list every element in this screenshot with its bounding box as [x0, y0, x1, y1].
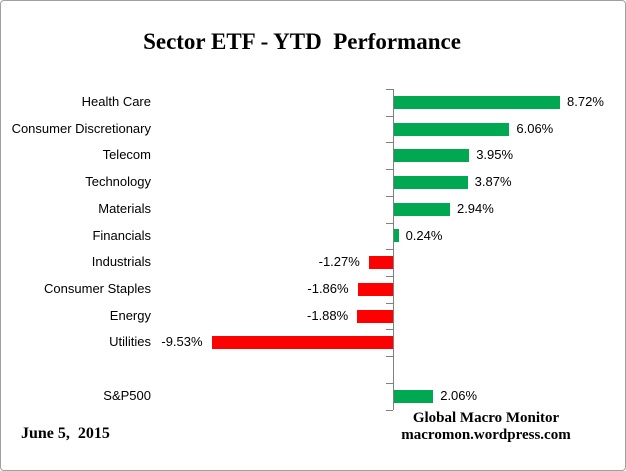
- bar-positive: [394, 95, 561, 109]
- bar-positive: [394, 176, 468, 190]
- category-label: Telecom: [102, 147, 151, 163]
- axis-tick: [386, 142, 393, 144]
- bar-positive: [394, 122, 510, 136]
- bar-negative: [368, 256, 393, 270]
- axis-tick: [386, 89, 393, 90]
- bar-negative: [211, 336, 393, 350]
- category-label: Industrials: [91, 254, 151, 270]
- bar-positive: [394, 202, 450, 216]
- value-label: 3.87%: [474, 174, 512, 190]
- value-label: -1.86%: [307, 281, 349, 297]
- category-label: Financials: [92, 227, 151, 243]
- axis-tick: [386, 329, 393, 331]
- source-name: Global Macro Monitor: [412, 410, 560, 426]
- value-label: 3.95%: [476, 147, 514, 163]
- source-attribution: Global Macro Monitor macromon.wordpress.…: [361, 410, 611, 444]
- axis-tick: [386, 382, 393, 384]
- value-label: 2.94%: [456, 200, 494, 216]
- value-label: -9.53%: [161, 334, 203, 350]
- bar-positive: [394, 149, 470, 163]
- category-label: Consumer Staples: [44, 281, 151, 297]
- value-label: 6.06%: [516, 120, 554, 136]
- source-url: macromon.wordpress.com: [401, 427, 571, 443]
- axis-tick: [386, 409, 393, 411]
- value-label: 0.24%: [405, 227, 443, 243]
- axis-tick: [386, 356, 393, 358]
- category-label: Consumer Discretionary: [11, 120, 151, 136]
- category-label: Utilities: [109, 334, 151, 350]
- value-label: -1.27%: [318, 254, 360, 270]
- value-label: 2.06%: [440, 387, 478, 403]
- bar-negative: [357, 309, 393, 323]
- bar-negative: [357, 282, 393, 296]
- category-label: Materials: [98, 200, 151, 216]
- axis-tick: [386, 302, 393, 304]
- axis-tick: [386, 169, 393, 171]
- axis-tick: [386, 276, 393, 278]
- bar-positive: [394, 389, 434, 403]
- category-label: Health Care: [81, 94, 151, 109]
- category-axis: [393, 89, 394, 410]
- chart-date: June 5, 2015: [21, 425, 110, 442]
- category-label: Technology: [85, 174, 151, 190]
- value-label: 8.72%: [567, 94, 604, 109]
- category-label: Energy: [109, 307, 151, 323]
- bar-positive: [394, 229, 399, 243]
- value-label: -1.88%: [307, 307, 349, 323]
- axis-tick: [386, 195, 393, 197]
- axis-tick: [386, 222, 393, 224]
- axis-tick: [386, 115, 393, 117]
- category-label: S&P500: [103, 387, 151, 403]
- axis-tick: [386, 249, 393, 251]
- chart-title: Sector ETF - YTD Performance: [143, 29, 461, 54]
